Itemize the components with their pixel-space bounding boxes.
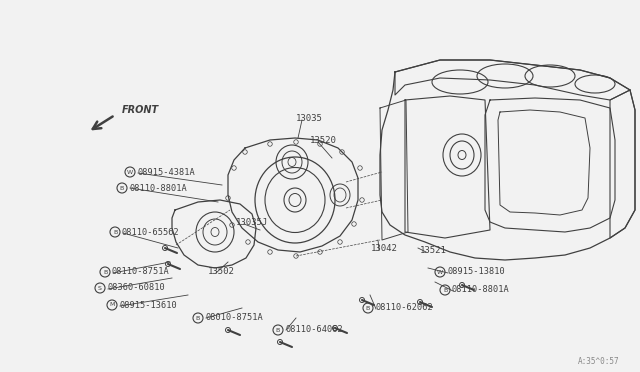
Text: 13502: 13502 — [208, 267, 235, 276]
Text: 13035J: 13035J — [236, 218, 268, 227]
Text: 08110-8751A: 08110-8751A — [112, 267, 170, 276]
Text: 08110-64062: 08110-64062 — [285, 326, 343, 334]
Text: 08110-8801A: 08110-8801A — [452, 285, 509, 295]
Text: 13035: 13035 — [296, 113, 323, 122]
Text: B: B — [276, 327, 280, 333]
Text: 08915-4381A: 08915-4381A — [137, 167, 195, 176]
Text: 13042: 13042 — [371, 244, 398, 253]
Text: M: M — [109, 302, 115, 308]
Text: W: W — [127, 170, 133, 174]
Text: B: B — [443, 288, 447, 292]
Text: 08110-62062: 08110-62062 — [375, 304, 433, 312]
Text: 08915-13610: 08915-13610 — [119, 301, 177, 310]
Text: B: B — [120, 186, 124, 190]
Text: B: B — [103, 269, 107, 275]
Text: 13521: 13521 — [420, 246, 447, 254]
Text: 08915-13810: 08915-13810 — [447, 267, 505, 276]
Text: S: S — [98, 285, 102, 291]
Text: FRONT: FRONT — [122, 105, 159, 115]
Text: 08110-8801A: 08110-8801A — [129, 183, 187, 192]
Text: 08110-65562: 08110-65562 — [122, 228, 180, 237]
Text: B: B — [196, 315, 200, 321]
Text: A:35^0:57: A:35^0:57 — [578, 357, 620, 366]
Text: 08010-8751A: 08010-8751A — [205, 314, 263, 323]
Text: W: W — [437, 269, 443, 275]
Text: 08360-60810: 08360-60810 — [107, 283, 164, 292]
Text: B: B — [366, 305, 370, 311]
Text: B: B — [113, 230, 117, 234]
Text: 13520: 13520 — [310, 135, 337, 144]
